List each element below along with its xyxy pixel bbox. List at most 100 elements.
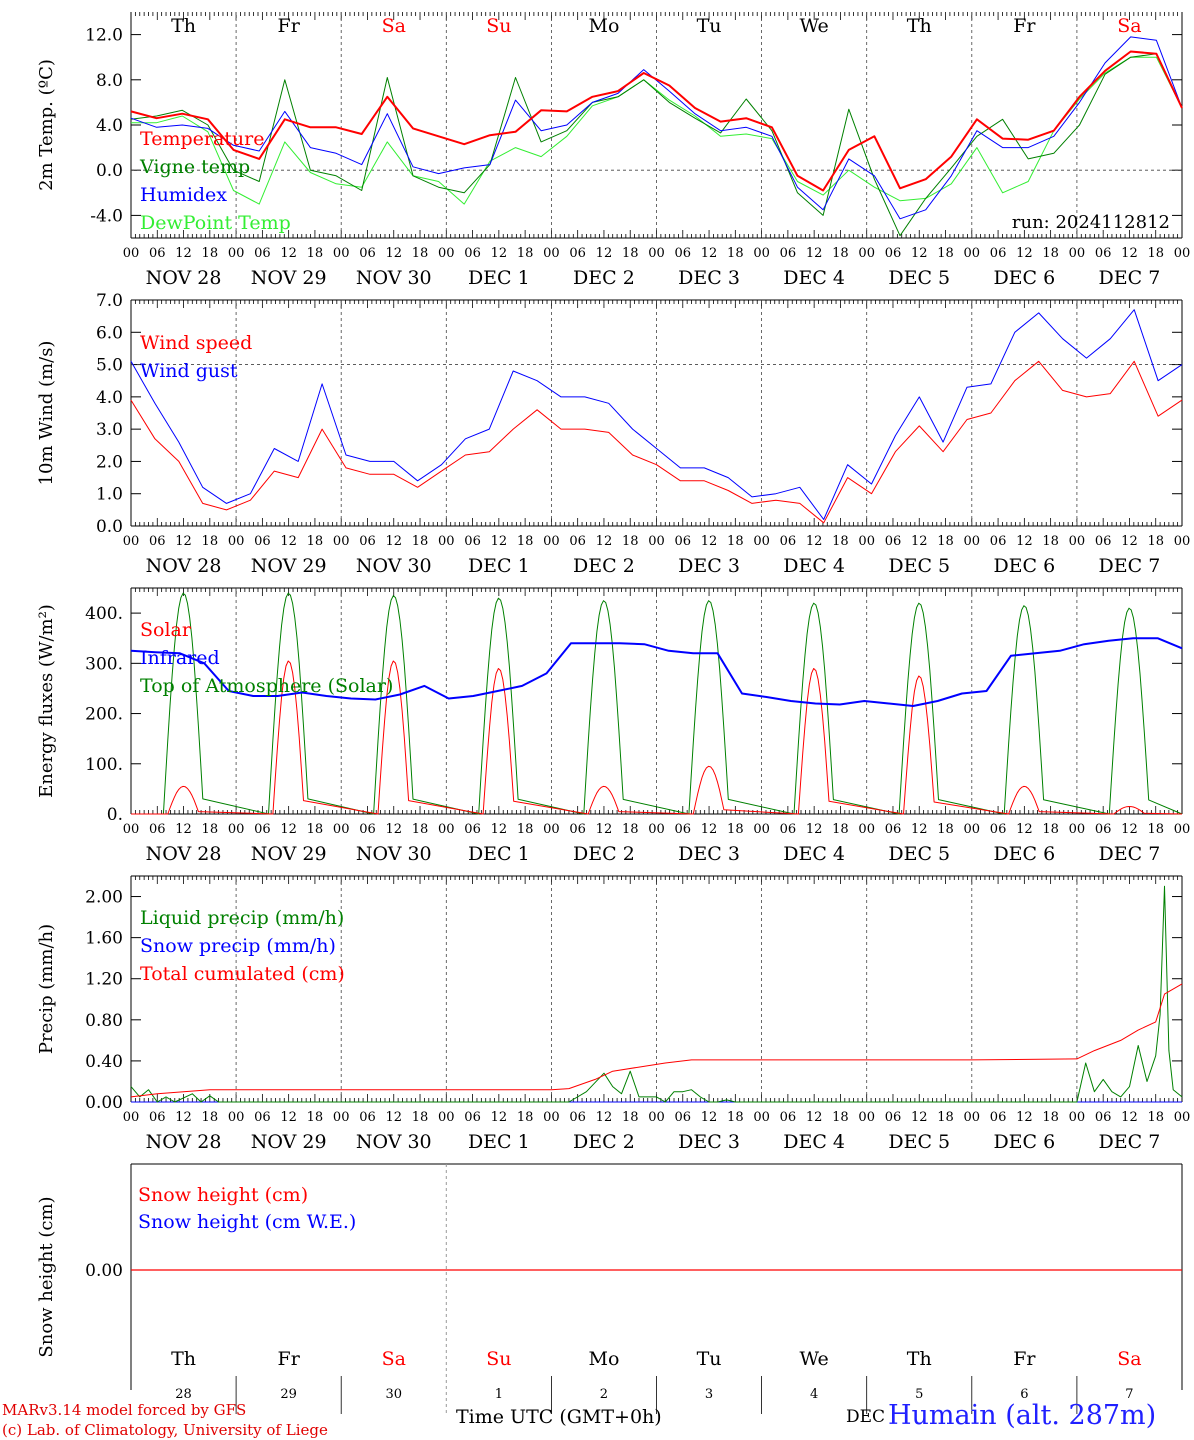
hour-label: 00 bbox=[1174, 1110, 1191, 1125]
hour-label: 06 bbox=[780, 534, 797, 549]
hour-label: 18 bbox=[727, 246, 744, 261]
hour-label: 18 bbox=[832, 1110, 849, 1125]
hour-label: 00 bbox=[753, 534, 770, 549]
hour-label: 12 bbox=[911, 1110, 928, 1125]
y-tick-label: 0. bbox=[107, 805, 123, 825]
hour-label: 00 bbox=[333, 534, 350, 549]
date-label: DEC 1 bbox=[468, 843, 530, 865]
date-label: NOV 29 bbox=[251, 267, 327, 289]
hour-label: 12 bbox=[806, 246, 823, 261]
date-label: NOV 29 bbox=[251, 555, 327, 577]
hour-label: 06 bbox=[780, 1110, 797, 1125]
series-line bbox=[131, 660, 1183, 815]
date-label: DEC 3 bbox=[678, 555, 740, 577]
hour-label: 06 bbox=[254, 1110, 271, 1125]
legend-entry: Infrared bbox=[140, 647, 220, 669]
y-tick-label: 0.0 bbox=[96, 161, 123, 181]
hour-label: 12 bbox=[701, 1110, 718, 1125]
weekday-label: Su bbox=[486, 1348, 511, 1370]
hour-label: 18 bbox=[412, 534, 429, 549]
y-tick-label: 0.0 bbox=[96, 517, 123, 537]
hour-label: 00 bbox=[123, 534, 140, 549]
hour-label: 00 bbox=[753, 822, 770, 837]
hour-label: 00 bbox=[964, 822, 981, 837]
hour-label: 00 bbox=[438, 534, 455, 549]
day-number-label: 7 bbox=[1125, 1387, 1133, 1402]
hour-label: 18 bbox=[937, 534, 954, 549]
hour-label: 18 bbox=[1042, 246, 1059, 261]
hour-label: 00 bbox=[964, 246, 981, 261]
hour-label: 12 bbox=[175, 534, 192, 549]
hour-label: 00 bbox=[333, 246, 350, 261]
hour-label: 18 bbox=[1042, 1110, 1059, 1125]
hour-label: 06 bbox=[675, 822, 692, 837]
panel-1: 12.0 8.0 4.0 0.0 -4.0 2m Temp. (ºC) Th Fr Sa Su Mo… bbox=[36, 12, 1190, 289]
hour-label: 12 bbox=[385, 1110, 402, 1125]
hour-label: 12 bbox=[385, 246, 402, 261]
hour-label: 18 bbox=[622, 822, 639, 837]
date-label: DEC 1 bbox=[468, 555, 530, 577]
hour-label: 18 bbox=[1147, 534, 1164, 549]
legend-entry: Total cumulated (cm) bbox=[140, 963, 345, 985]
hour-label: 18 bbox=[517, 246, 534, 261]
hour-label: 00 bbox=[543, 1110, 560, 1125]
hour-label: 00 bbox=[858, 534, 875, 549]
hour-label: 06 bbox=[569, 534, 586, 549]
hour-label: 00 bbox=[438, 246, 455, 261]
hour-label: 00 bbox=[1174, 246, 1191, 261]
hour-label: 00 bbox=[123, 822, 140, 837]
day-number-label: 6 bbox=[1020, 1387, 1028, 1402]
hour-label: 06 bbox=[254, 822, 271, 837]
hour-label: 18 bbox=[832, 534, 849, 549]
hour-label: 18 bbox=[307, 822, 324, 837]
hour-label: 12 bbox=[280, 822, 297, 837]
hour-label: 00 bbox=[648, 534, 665, 549]
hour-label: 18 bbox=[937, 1110, 954, 1125]
hour-label: 18 bbox=[622, 246, 639, 261]
series-line bbox=[130, 360, 1183, 524]
date-label: DEC 4 bbox=[783, 843, 845, 865]
legend-entry: Temperature bbox=[140, 128, 264, 150]
hour-label: 12 bbox=[385, 822, 402, 837]
day-number-label: 30 bbox=[385, 1387, 402, 1402]
hour-label: 18 bbox=[1042, 822, 1059, 837]
day-number-label: 5 bbox=[915, 1387, 923, 1402]
weekday-label: Th bbox=[171, 1348, 196, 1370]
y-tick-label: 1.60 bbox=[85, 929, 123, 949]
date-label: DEC 6 bbox=[993, 267, 1055, 289]
hour-label: 00 bbox=[228, 1110, 245, 1125]
panel-2: 7.0 6.0 5.0 4.0 3.0 2.0 1.0 0.0 10m Wind (m/s) Wi… bbox=[36, 291, 1190, 577]
y-tick-label: 0.40 bbox=[85, 1052, 123, 1072]
hour-label: 12 bbox=[1016, 1110, 1033, 1125]
hour-label: 06 bbox=[464, 822, 481, 837]
day-number-label: 2 bbox=[600, 1387, 608, 1402]
y-tick-label: 7.0 bbox=[96, 291, 123, 311]
weekday-label: Mo bbox=[588, 1348, 619, 1370]
hour-label: 06 bbox=[675, 246, 692, 261]
hour-label: 06 bbox=[359, 822, 376, 837]
y-axis-title: 2m Temp. (ºC) bbox=[36, 59, 57, 191]
hour-label: 06 bbox=[359, 246, 376, 261]
hour-label: 18 bbox=[727, 822, 744, 837]
weekday-label: Th bbox=[907, 1348, 932, 1370]
y-tick-label: 0.00 bbox=[85, 1093, 123, 1113]
hour-label: 06 bbox=[990, 246, 1007, 261]
date-label: DEC 4 bbox=[783, 267, 845, 289]
hour-label: 18 bbox=[412, 1110, 429, 1125]
hour-label: 18 bbox=[727, 534, 744, 549]
legend-entry: Humidex bbox=[140, 184, 227, 206]
date-label: NOV 28 bbox=[146, 1131, 222, 1153]
hour-label: 12 bbox=[596, 534, 613, 549]
hour-label: 18 bbox=[1147, 1110, 1164, 1125]
y-axis-title: Snow height (cm) bbox=[36, 1196, 57, 1357]
date-label: DEC 5 bbox=[888, 555, 950, 577]
series-line bbox=[131, 592, 1183, 815]
date-label: DEC 6 bbox=[993, 843, 1055, 865]
date-label: DEC 5 bbox=[888, 843, 950, 865]
hour-label: 18 bbox=[517, 534, 534, 549]
hour-label: 18 bbox=[622, 534, 639, 549]
series-line bbox=[130, 983, 1183, 1098]
hour-label: 06 bbox=[149, 534, 166, 549]
date-label: DEC 2 bbox=[573, 267, 635, 289]
day-number-label: 28 bbox=[175, 1387, 192, 1402]
